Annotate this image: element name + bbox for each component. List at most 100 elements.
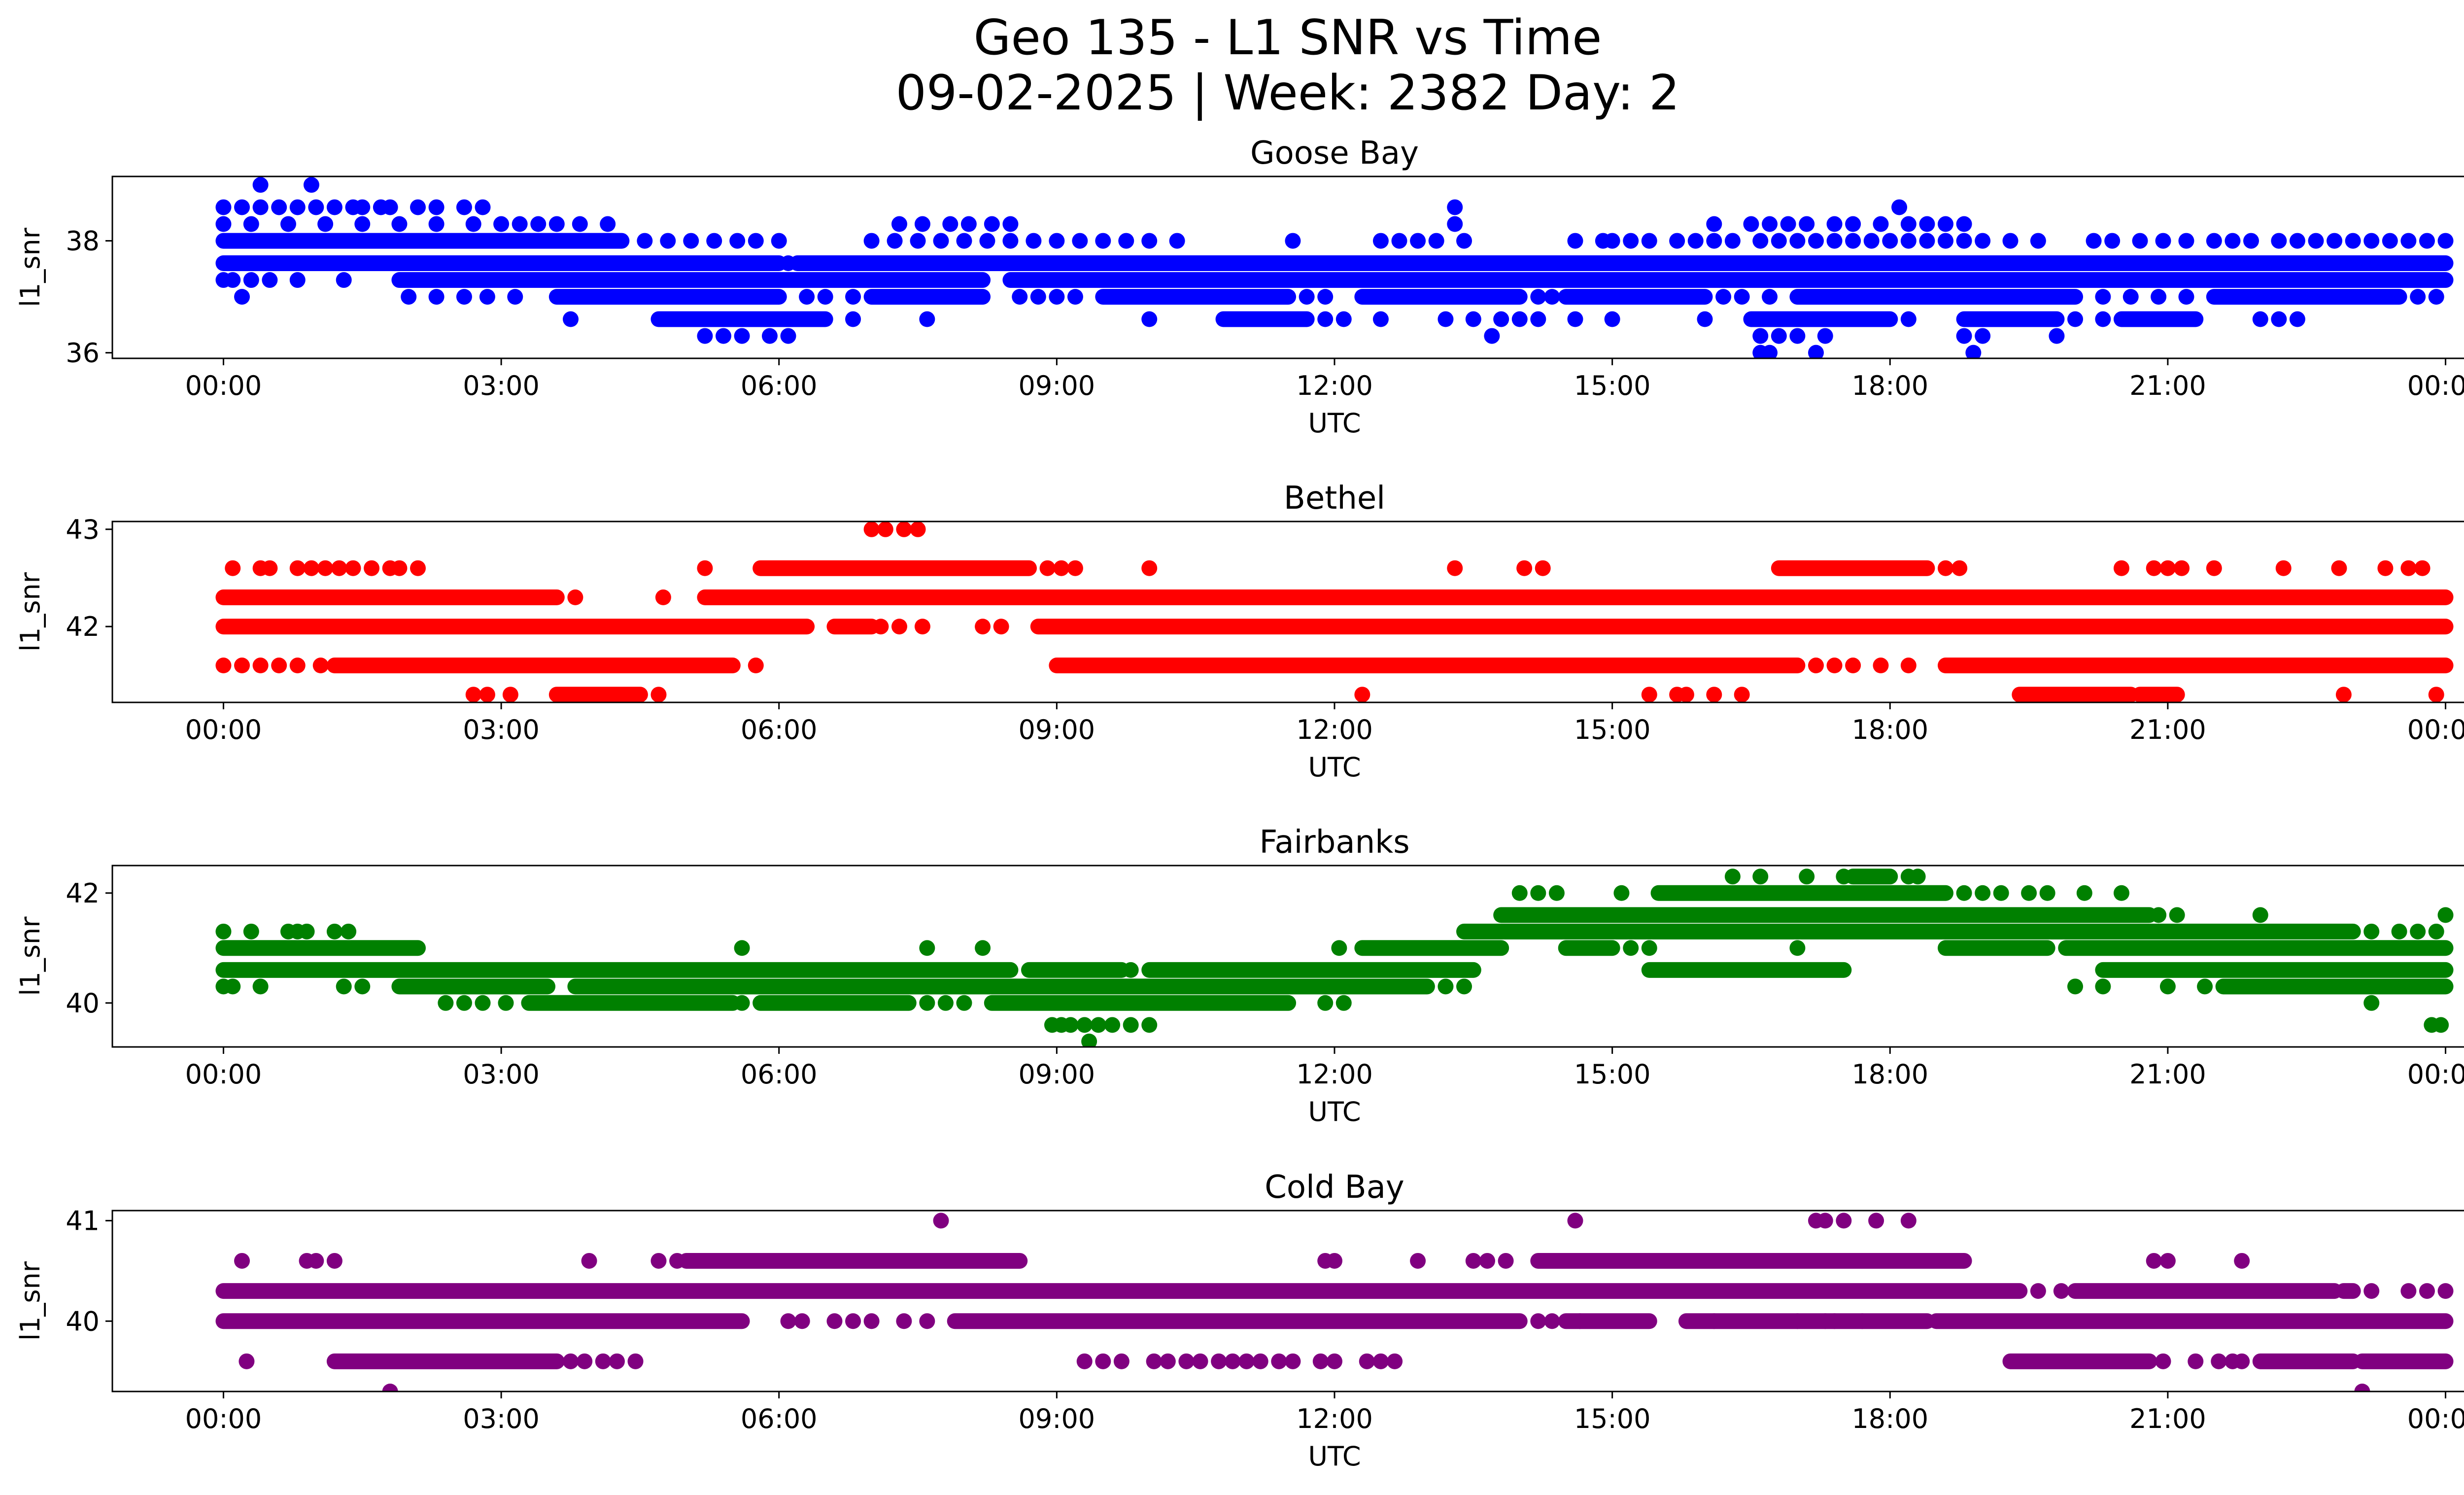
- data-point: [780, 328, 796, 344]
- data-point: [1039, 560, 1056, 576]
- data-point: [1118, 233, 1134, 249]
- data-point: [1331, 940, 1347, 956]
- data-point: [729, 233, 746, 249]
- data-point: [817, 289, 833, 305]
- data-point: [1789, 233, 1806, 249]
- chart-title: Geo 135 - L1 SNR vs Time: [973, 10, 1602, 66]
- data-point: [2428, 289, 2444, 305]
- data-point: [1095, 233, 1111, 249]
- data-point: [577, 1353, 593, 1369]
- data-point: [956, 995, 972, 1011]
- data-point: [1141, 233, 1158, 249]
- data-point: [2400, 560, 2417, 576]
- data-point: [1669, 233, 1685, 249]
- data-point: [280, 216, 296, 232]
- data-point: [1387, 1353, 1403, 1369]
- x-axis-label: UTC: [1308, 1441, 1361, 1472]
- data-point: [956, 233, 972, 249]
- x-tick-label: 21:00: [2129, 1403, 2206, 1434]
- data-point: [2095, 311, 2111, 327]
- data-point: [734, 940, 750, 956]
- data-point: [780, 1313, 796, 1329]
- data-point: [1604, 311, 1620, 327]
- data-point: [243, 272, 259, 288]
- data-point: [1780, 216, 1796, 232]
- data-point: [910, 522, 926, 537]
- data-point: [2067, 978, 2084, 995]
- data-point: [239, 1353, 255, 1369]
- data-point: [2030, 1283, 2046, 1299]
- data-point: [1498, 1252, 1514, 1269]
- data-point: [669, 1252, 685, 1269]
- data-point: [1372, 311, 1389, 327]
- y-tick-label: 42: [66, 611, 100, 642]
- data-point: [2076, 885, 2092, 901]
- data-point: [1225, 1353, 1241, 1369]
- data-point: [1484, 328, 1500, 344]
- data-point: [1572, 1313, 1588, 1329]
- data-point: [1081, 1033, 1097, 1047]
- panel-title-goose-bay: Goose Bay: [1250, 135, 1419, 172]
- data-point: [2053, 1283, 2069, 1299]
- x-tick-label: 15:00: [1574, 1059, 1651, 1090]
- panel-bethel: Bethel 00:00 03:00 06:00 09:00 12:00 15:00 18:0…: [15, 480, 2464, 783]
- data-point: [761, 328, 778, 344]
- data-point: [2113, 885, 2129, 901]
- data-point: [2132, 233, 2148, 249]
- data-point: [1178, 1353, 1195, 1369]
- data-point: [2377, 560, 2394, 576]
- data-point: [650, 687, 667, 702]
- data-point: [312, 658, 329, 674]
- data-point: [655, 589, 671, 605]
- data-point: [1623, 233, 1639, 249]
- data-point: [1604, 233, 1620, 249]
- panel-title-bethel: Bethel: [1284, 480, 1385, 517]
- x-tick-label: 09:00: [1019, 1403, 1095, 1434]
- data-point: [1002, 233, 1019, 249]
- data-point: [271, 199, 287, 215]
- data-point: [2113, 560, 2129, 576]
- data-point: [1327, 1252, 1342, 1269]
- data-point: [2382, 233, 2398, 249]
- x-tick-label: 15:00: [1574, 370, 1651, 401]
- data-point: [1891, 199, 1908, 215]
- data-point: [225, 560, 241, 576]
- x-tick-label: 06:00: [741, 714, 818, 745]
- data-point: [993, 619, 1009, 635]
- data-point: [1900, 1213, 1916, 1229]
- data-point: [493, 216, 510, 232]
- data-point: [1882, 233, 1898, 249]
- data-point: [887, 233, 903, 249]
- data-point: [1706, 233, 1722, 249]
- data-point: [1762, 289, 1778, 305]
- data-point: [1317, 289, 1334, 305]
- data-point: [1146, 1353, 1162, 1369]
- data-point: [1067, 560, 1083, 576]
- data-point: [919, 311, 935, 327]
- data-point: [465, 687, 481, 702]
- data-point: [1845, 658, 1861, 674]
- data-point: [326, 923, 342, 939]
- data-point: [336, 272, 352, 288]
- data-point: [1956, 216, 1972, 232]
- data-point: [2021, 885, 2037, 901]
- data-point: [1090, 1017, 1106, 1033]
- data-point: [2433, 1017, 2449, 1033]
- data-point: [1900, 311, 1916, 327]
- data-point: [345, 560, 361, 576]
- data-point: [1123, 962, 1139, 978]
- data-point: [512, 216, 528, 232]
- data-point: [2289, 311, 2305, 327]
- x-tick-label: 18:00: [1851, 1403, 1928, 1434]
- data-point: [1826, 233, 1843, 249]
- data-point: [243, 923, 259, 939]
- data-point: [1567, 311, 1583, 327]
- data-point: [1372, 1353, 1389, 1369]
- data-point: [1938, 233, 1953, 249]
- x-tick-label: 06:00: [741, 1059, 818, 1090]
- data-point: [2159, 1252, 2176, 1269]
- data-point: [341, 923, 357, 939]
- data-point: [2197, 978, 2213, 995]
- x-tick-label: 00:00: [185, 1059, 262, 1090]
- data-point: [1049, 289, 1065, 305]
